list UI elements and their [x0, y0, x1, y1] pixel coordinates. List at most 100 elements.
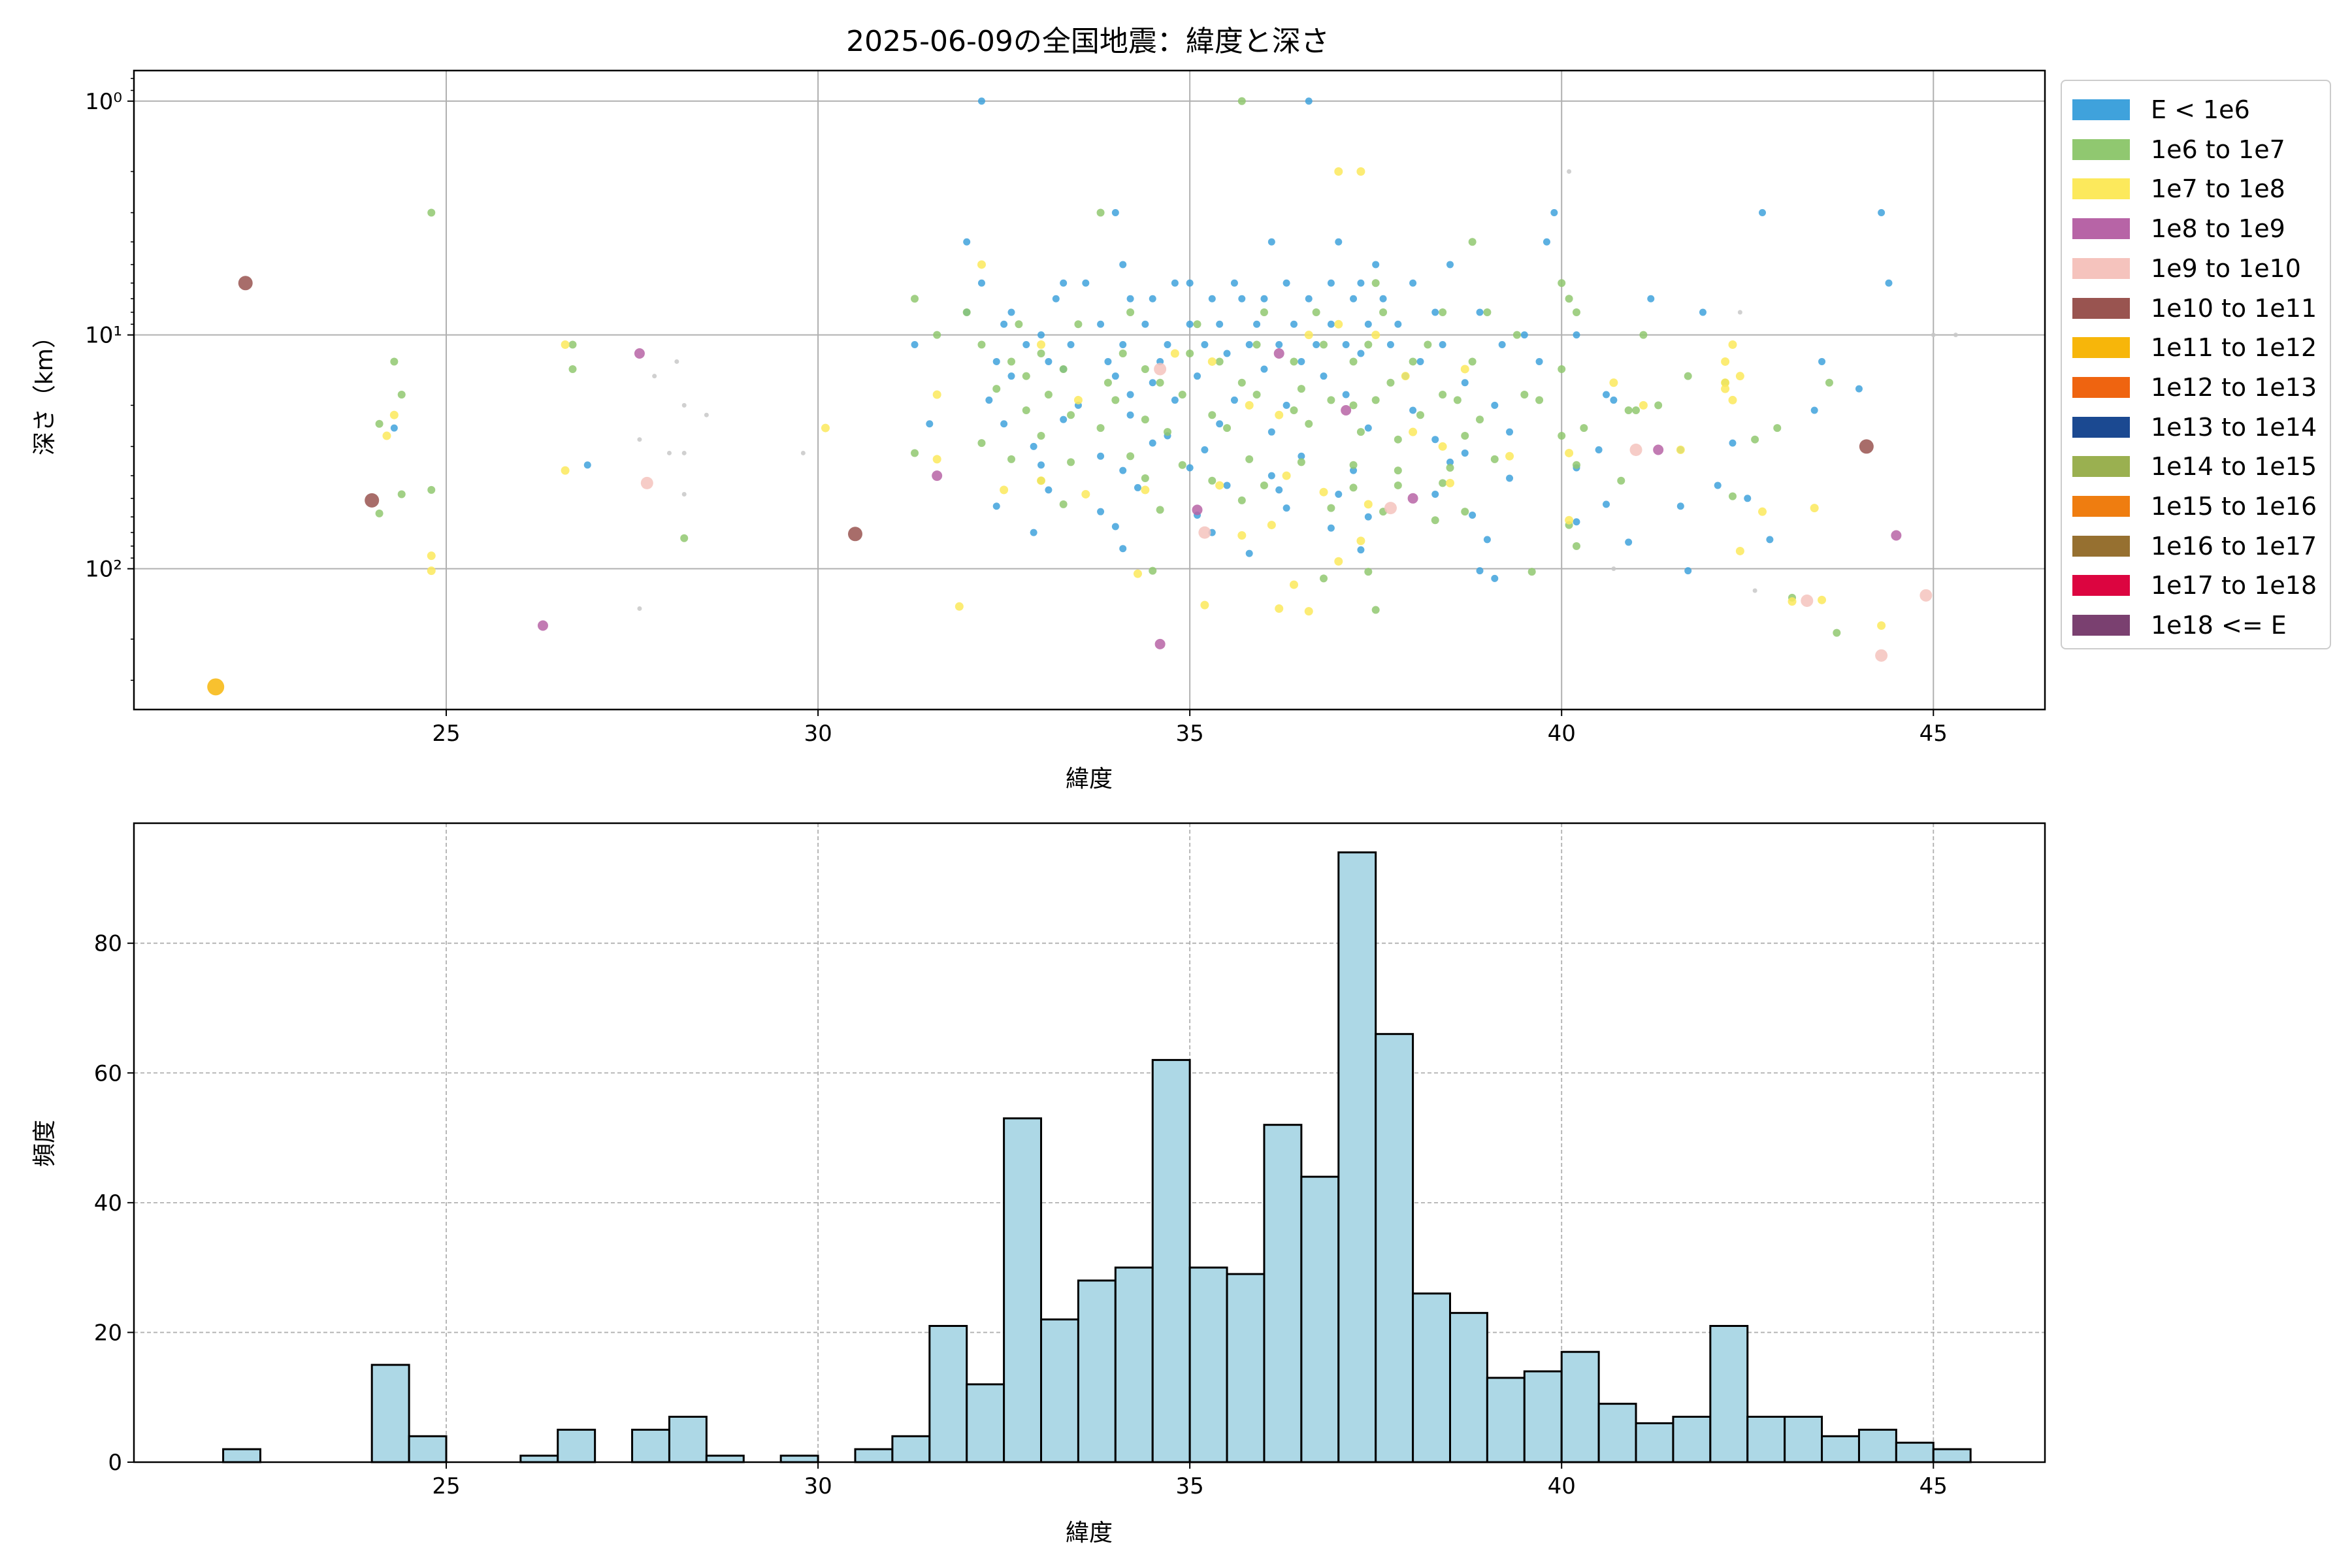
scatter-point — [1037, 331, 1045, 339]
scatter-point — [1186, 320, 1194, 328]
scatter-point — [1356, 428, 1365, 436]
scatter-point — [1103, 378, 1112, 387]
scatter-point — [681, 491, 687, 497]
scatter-point — [821, 423, 830, 433]
scatter-point — [1356, 167, 1365, 176]
legend-label: 1e15 to 1e16 — [2151, 492, 2317, 521]
scatter-point — [390, 424, 398, 432]
histogram-bar — [1560, 1350, 1600, 1463]
scatter-point — [985, 396, 993, 404]
scatter-point — [1298, 452, 1305, 460]
scatter-point — [640, 476, 653, 489]
histogram-bar — [705, 1454, 745, 1463]
scatter-point — [1810, 406, 1818, 414]
scatter-point — [1349, 461, 1358, 469]
scatter-point — [1647, 295, 1655, 302]
scatter-point — [1520, 331, 1528, 339]
scatter-point — [977, 260, 986, 269]
scatter-point — [1313, 340, 1320, 348]
scatter-point — [1134, 483, 1141, 491]
scatter-point — [1505, 451, 1514, 461]
scatter-point — [911, 340, 919, 348]
scatter-point — [1891, 530, 1902, 541]
histogram-x-tick-label: 30 — [804, 1473, 832, 1499]
histogram-bar — [1188, 1266, 1228, 1463]
scatter-point — [1320, 574, 1328, 583]
scatter-point — [1632, 406, 1641, 414]
scatter-point — [1320, 372, 1328, 380]
scatter-point — [1350, 295, 1358, 302]
histogram-bars — [222, 851, 1972, 1463]
scatter-point — [1491, 401, 1499, 409]
scatter-point — [674, 359, 679, 364]
scatter-point — [1327, 320, 1335, 328]
scatter-point — [1468, 238, 1477, 246]
scatter-point — [1237, 97, 1246, 105]
histogram-bar — [1114, 1266, 1154, 1463]
legend-item: 1e12 to 1e13 — [2072, 373, 2317, 402]
scatter-point — [1558, 279, 1566, 287]
histogram-bar — [668, 1415, 708, 1463]
scatter-point — [1572, 461, 1580, 469]
scatter-point — [1751, 435, 1759, 444]
scatter-point — [992, 385, 1001, 393]
scatter-point — [1407, 493, 1418, 504]
scatter-point — [1446, 458, 1454, 466]
scatter-point — [1119, 466, 1127, 474]
scatter-point — [1567, 169, 1572, 174]
scatter-point — [1298, 357, 1305, 365]
scatter-point — [1572, 308, 1580, 316]
scatter-legend: E < 1e6 1e6 to 1e7 1e7 to 1e8 1e8 to 1e9 1e9… — [2061, 80, 2331, 649]
scatter-point — [375, 419, 384, 428]
scatter-point — [666, 450, 672, 455]
scatter-point — [1885, 279, 1893, 287]
scatter-point — [1461, 379, 1469, 387]
scatter-point — [1446, 261, 1454, 269]
legend-item: 1e11 to 1e12 — [2072, 333, 2317, 362]
scatter-point — [1230, 396, 1238, 404]
scatter-point — [1193, 320, 1201, 329]
scatter-point — [1327, 504, 1335, 512]
scatter-point — [1007, 308, 1015, 316]
scatter-point — [1364, 500, 1373, 509]
histogram-bar — [928, 1324, 968, 1463]
scatter-point — [1171, 396, 1179, 404]
scatter-point — [1216, 320, 1224, 328]
histogram-bar — [370, 1364, 410, 1463]
legend-label: 1e8 to 1e9 — [2151, 214, 2285, 244]
scatter-point — [1015, 320, 1023, 329]
scatter-point — [1059, 365, 1068, 373]
scatter-point — [1684, 372, 1692, 380]
legend-swatch — [2072, 416, 2130, 438]
scatter-point — [1245, 455, 1254, 463]
scatter-point — [1439, 479, 1447, 487]
scatter-point — [992, 502, 1000, 510]
scatter-point — [1149, 295, 1156, 302]
scatter-point — [1721, 384, 1730, 393]
legend-label: 1e6 to 1e7 — [2151, 135, 2285, 164]
scatter-point — [963, 238, 971, 246]
scatter-point — [1639, 400, 1648, 410]
scatter-point — [1766, 536, 1774, 544]
legend-item: 1e18 <= E — [2072, 611, 2287, 640]
scatter-point — [1535, 396, 1544, 404]
scatter-point — [926, 420, 934, 428]
scatter-point — [634, 348, 645, 359]
scatter-point — [1728, 492, 1737, 500]
scatter-point — [1527, 568, 1536, 576]
scatter-point — [1875, 649, 1888, 662]
legend-swatch — [2072, 496, 2130, 517]
scatter-point — [1045, 357, 1053, 365]
scatter-x-tick-label: 45 — [1919, 721, 1948, 747]
scatter-point — [1357, 279, 1365, 287]
scatter-point — [1201, 340, 1209, 348]
scatter-point — [1252, 391, 1261, 399]
scatter-point — [1558, 432, 1566, 440]
scatter-point — [1364, 340, 1373, 349]
scatter-point — [1342, 391, 1350, 399]
scatter-point — [1074, 320, 1083, 329]
legend-item: 1e15 to 1e16 — [2072, 492, 2317, 521]
scatter-x-tick-label: 40 — [1548, 721, 1576, 747]
legend-item: 1e14 to 1e15 — [2072, 452, 2317, 481]
